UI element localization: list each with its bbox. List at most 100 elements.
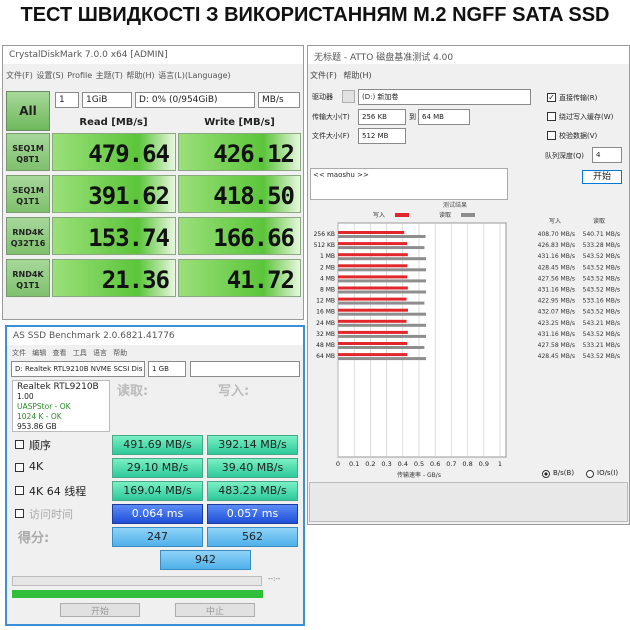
menu-item[interactable]: 语言(L)(Language) xyxy=(158,71,231,80)
column-header: 写入 xyxy=(549,218,561,225)
checkbox-checked[interactable] xyxy=(15,440,24,449)
notes-field[interactable]: << maoshu >> xyxy=(310,168,508,200)
value-label: 543.52 MB/s xyxy=(583,309,620,316)
value-label: 422.95 MB/s xyxy=(538,298,575,305)
time-label: --:-- xyxy=(268,575,281,583)
menu-item[interactable]: 查看 xyxy=(52,349,67,357)
transfer-from[interactable]: 256 KB xyxy=(358,109,406,125)
read-value: 153.74 xyxy=(52,217,176,255)
value-label: 543.52 MB/s xyxy=(583,331,620,338)
menu-item[interactable]: 文件 xyxy=(12,349,26,357)
option-label: 校验数据(V) xyxy=(559,132,598,140)
value-label: 543.52 MB/s xyxy=(583,264,620,271)
test-name: SEQ1M xyxy=(12,144,44,153)
bar xyxy=(338,268,427,272)
column-header: 读取 xyxy=(593,217,605,225)
radio[interactable] xyxy=(586,470,594,478)
start-button[interactable]: 开始 xyxy=(582,170,622,184)
transfer-to[interactable]: 64 MB xyxy=(418,109,470,125)
bar xyxy=(338,308,408,312)
plot-area xyxy=(337,222,507,458)
drive-select[interactable]: (D:) 新加卷 xyxy=(358,89,531,105)
value-label: 426.83 MB/s xyxy=(538,242,575,249)
queue-select[interactable]: 4 xyxy=(592,147,622,163)
menu-item[interactable]: 帮助 xyxy=(113,349,128,357)
legend-swatch xyxy=(461,213,475,217)
menu-item[interactable]: 设置(S) xyxy=(36,71,64,80)
checkbox[interactable] xyxy=(547,112,556,121)
test-params: Q32T16 xyxy=(10,239,46,248)
size-select[interactable]: 1 GB xyxy=(148,361,186,377)
x-tick-label: 0.5 xyxy=(414,460,424,468)
start-button[interactable]: 开始 xyxy=(60,603,140,617)
drive-label: 驱动器 xyxy=(312,93,333,101)
bar xyxy=(338,257,427,261)
checkbox-checked[interactable] xyxy=(15,509,24,518)
menu-bar: 文件(F) 帮助(H) xyxy=(310,70,372,81)
menu-item[interactable]: 文件(F) xyxy=(310,71,337,80)
value-label: 427.58 MB/s xyxy=(538,342,575,349)
file-size-select[interactable]: 512 MB xyxy=(358,128,406,144)
checkbox-checked[interactable] xyxy=(15,486,24,495)
test-label[interactable]: SEQ1M Q8T1 xyxy=(6,133,50,171)
info-line: 1.00 xyxy=(17,392,34,401)
menu-item[interactable]: 帮助(H) xyxy=(343,71,372,80)
menu-item[interactable]: 语言 xyxy=(92,349,107,357)
x-tick-label: 0.6 xyxy=(430,460,440,468)
checkbox[interactable] xyxy=(547,131,556,140)
x-tick-label: 0 xyxy=(336,460,340,468)
unit-select[interactable]: MB/s xyxy=(258,92,300,108)
browse-button[interactable] xyxy=(342,90,355,103)
progress-fill xyxy=(12,590,263,598)
value-label: 408.70 MB/s xyxy=(538,231,575,238)
menu-item[interactable]: 工具 xyxy=(72,349,87,357)
write-value: 41.72 xyxy=(178,259,301,297)
legend-swatch xyxy=(395,213,409,217)
bar xyxy=(338,275,408,279)
bar xyxy=(338,323,427,327)
bar xyxy=(338,353,408,357)
checkbox-checked[interactable]: ✓ xyxy=(547,93,556,102)
score-write: 562 xyxy=(207,527,298,547)
test-label: 4K xyxy=(29,460,44,473)
value-label: 428.45 MB/s xyxy=(538,264,575,271)
drive-select[interactable]: D: 0% (0/954GiB) xyxy=(135,92,255,108)
size-select[interactable]: 1GiB xyxy=(82,92,132,108)
read-value: 0.064 ms xyxy=(112,504,203,524)
y-tick-label: 1 MB xyxy=(320,253,335,260)
read-header: 读取: xyxy=(117,384,149,399)
test-label[interactable]: RND4K Q32T16 xyxy=(6,217,50,255)
menu-item[interactable]: 主题(T) xyxy=(95,71,123,80)
count-select[interactable]: 1 xyxy=(55,92,79,108)
drive-select[interactable]: D: Realtek RTL9210B NVME SCSI Dis xyxy=(11,361,145,377)
all-button[interactable]: All xyxy=(6,91,50,131)
menu-item[interactable]: 文件(F) xyxy=(6,71,33,80)
y-tick-label: 256 KB xyxy=(314,231,335,238)
window-title: 无标题 - ATTO 磁盘基准测试 4.00 xyxy=(308,46,629,64)
window-title: CrystalDiskMark 7.0.0 x64 [ADMIN] xyxy=(3,46,303,64)
read-value: 391.62 xyxy=(52,175,176,213)
test-label[interactable]: RND4K Q1T1 xyxy=(6,259,50,297)
bar xyxy=(338,330,408,334)
menu-item[interactable]: Profile xyxy=(67,71,93,80)
option-label: 绕过写入缓存(W) xyxy=(559,113,614,121)
read-value: 491.69 MB/s xyxy=(112,435,203,455)
write-value: 392.14 MB/s xyxy=(207,435,298,455)
value-label: 423.25 MB/s xyxy=(538,320,575,327)
value-label: 431.16 MB/s xyxy=(538,253,575,260)
checkbox-checked[interactable] xyxy=(15,463,24,472)
test-label[interactable]: SEQ1M Q1T1 xyxy=(6,175,50,213)
radio-selected[interactable] xyxy=(542,470,550,478)
menu-item[interactable]: 编辑 xyxy=(32,349,47,357)
menu-item[interactable]: 帮助(H) xyxy=(126,71,155,80)
x-tick-label: 0.2 xyxy=(365,460,375,468)
queue-label: 队列深度(Q) xyxy=(545,152,584,160)
text-field[interactable] xyxy=(190,361,300,377)
y-tick-label: 512 KB xyxy=(314,242,335,249)
legend-label: 读取 xyxy=(439,211,451,219)
abort-button[interactable]: 中止 xyxy=(175,603,255,617)
bar xyxy=(338,235,426,238)
bar xyxy=(338,346,425,349)
x-tick-label: 0.3 xyxy=(381,460,391,468)
